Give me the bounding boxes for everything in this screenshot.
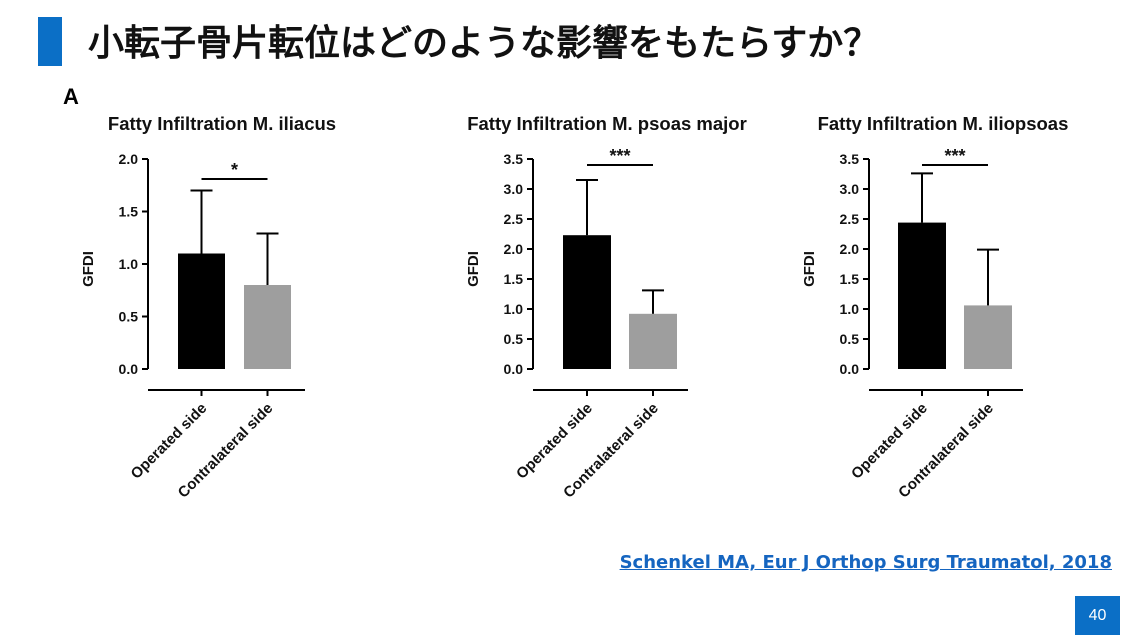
y-tick-label: 1.0: [504, 301, 524, 317]
y-tick-label: 3.0: [504, 181, 524, 197]
title-accent-bar: [38, 17, 62, 66]
y-axis-label: GFDI: [465, 251, 482, 287]
significance-label: *: [231, 160, 238, 180]
chart-title: Fatty Infiltration M. iliacus: [108, 113, 336, 134]
y-tick-label: 2.0: [504, 241, 524, 257]
y-tick-label: 1.5: [840, 271, 860, 287]
slide-title: 小転子骨片転位はどのような影響をもたらすか？: [88, 23, 880, 64]
y-tick-label: 0.0: [840, 361, 860, 377]
bar-charts: Fatty Infiltration M. iliacus 0.0 0.5 1.0 1.…: [80, 113, 1068, 501]
chart-2: Fatty Infiltration M. psoas major 0.0 0.5 1…: [465, 113, 747, 501]
y-axis-label: GFDI: [80, 251, 97, 287]
y-tick-label: 2.5: [504, 211, 524, 227]
y-tick-label: 0.5: [840, 331, 860, 347]
y-tick-label: 3.5: [504, 151, 524, 167]
y-axis-label: GFDI: [801, 251, 818, 287]
y-tick-label: 1.5: [504, 271, 524, 287]
page-number: 40: [1075, 596, 1120, 635]
y-tick-label: 0.5: [504, 331, 524, 347]
bar-contralateral: [244, 285, 291, 369]
chart-3: Fatty Infiltration M. iliopsoas 0.0 0.5 1.0…: [801, 113, 1068, 501]
y-tick-label: 0.0: [119, 361, 139, 377]
y-tick-label: 0.5: [119, 309, 139, 325]
significance-label: ***: [944, 146, 965, 166]
y-tick-label: 1.0: [840, 301, 860, 317]
significance-label: ***: [609, 146, 630, 166]
chart-1: Fatty Infiltration M. iliacus 0.0 0.5 1.0 1.…: [80, 113, 336, 501]
y-tick-label: 1.0: [119, 256, 139, 272]
bar-operated: [563, 235, 611, 369]
bar-contralateral: [964, 305, 1012, 369]
y-tick-label: 2.0: [119, 151, 139, 167]
bar-contralateral: [629, 313, 677, 369]
y-tick-label: 0.0: [504, 361, 524, 377]
y-tick-label: 2.5: [840, 211, 860, 227]
chart-title: Fatty Infiltration M. iliopsoas: [818, 113, 1069, 134]
y-tick-label: 3.0: [840, 181, 860, 197]
y-tick-label: 1.5: [119, 204, 139, 220]
y-tick-label: 3.5: [840, 151, 860, 167]
citation-link[interactable]: Schenkel MA, Eur J Orthop Surg Traumatol…: [619, 552, 1112, 573]
bar-operated: [898, 222, 946, 369]
y-tick-label: 2.0: [840, 241, 860, 257]
panel-label: A: [63, 84, 79, 109]
chart-title: Fatty Infiltration M. psoas major: [467, 113, 747, 134]
bar-operated: [178, 253, 225, 369]
